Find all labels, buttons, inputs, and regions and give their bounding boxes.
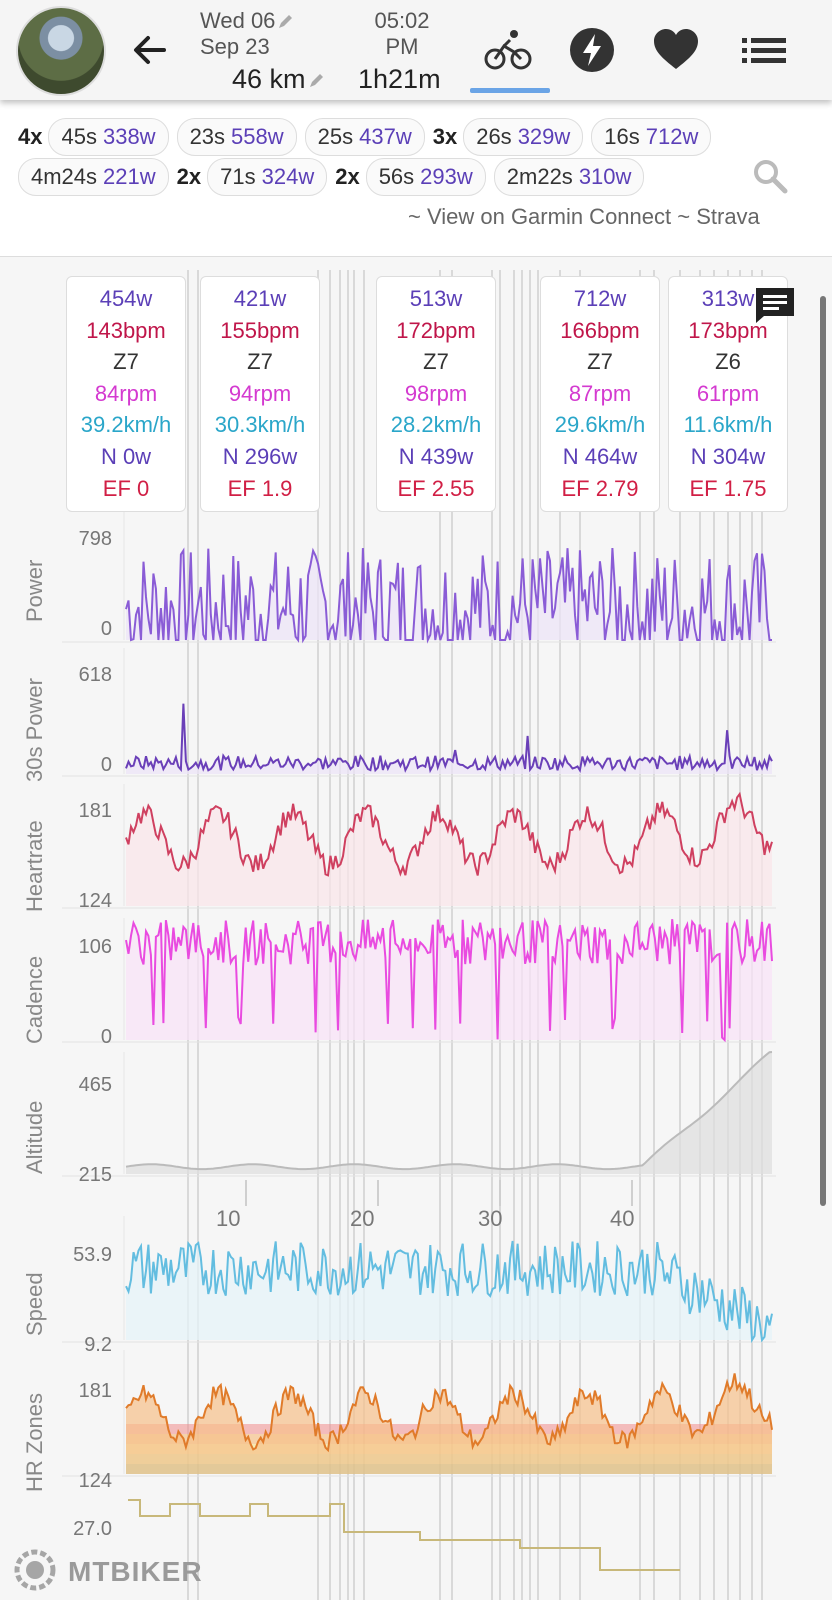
interval-chips-panel: 4x 45s 338w 23s 558w 25s 437w 3x 26s 329w 16… xyxy=(0,100,832,257)
interval-chip[interactable]: 26s 329w xyxy=(463,118,584,156)
mtbiker-logo xyxy=(14,1549,56,1591)
interval-chip[interactable]: 4m24s 221w xyxy=(18,158,169,196)
x-tick-label: 10 xyxy=(216,1206,241,1231)
activity-distance[interactable]: 46 km xyxy=(232,64,324,95)
activity-date[interactable]: Wed 06 Sep 23 xyxy=(200,8,293,60)
power-axis-label: Power xyxy=(22,559,47,622)
x-tick-label: 20 xyxy=(350,1206,375,1231)
comment-icon[interactable] xyxy=(754,286,796,324)
x-tick-label: 40 xyxy=(610,1206,635,1231)
avatar[interactable] xyxy=(16,6,106,96)
interval-chip[interactable]: 71s 324w xyxy=(207,158,328,196)
edit-pencil-icon[interactable] xyxy=(277,14,293,30)
series-area-altitude xyxy=(126,1052,772,1174)
hr-zones-ymin: 124 xyxy=(78,1470,112,1492)
series-line-power xyxy=(125,547,772,644)
strava-link[interactable]: ~ Strava xyxy=(677,204,760,229)
bicycle-icon[interactable] xyxy=(484,26,532,74)
extra-step-line xyxy=(128,1499,680,1571)
power-ymax: 798 xyxy=(78,528,112,550)
interval-multiplier: 3x xyxy=(432,124,458,149)
hr-zones-axis-label: HR Zones xyxy=(22,1392,47,1492)
lightning-icon[interactable] xyxy=(568,26,616,74)
series-line-speed xyxy=(125,1240,773,1344)
heartrate-axis-label: Heartrate xyxy=(22,820,47,912)
interval-multiplier: 2x xyxy=(335,164,360,189)
30s-power-axis-label: 30s Power xyxy=(22,678,47,782)
search-icon[interactable] xyxy=(752,158,788,194)
top-bar: Wed 06 Sep 23 05:02 PM 46 km 1h21m xyxy=(0,0,832,100)
heart-icon[interactable] xyxy=(652,26,700,74)
interval-row-2: 4m24s 221w 2x 71s 324w 2x 56s 293w 2m22s 310… xyxy=(18,158,652,196)
interval-chip[interactable]: 2m22s 310w xyxy=(493,158,645,196)
interval-stats-card[interactable]: 421w 155bpm Z7 94rpm 30.3km/h N 296w EF … xyxy=(200,276,320,512)
interval-chip[interactable]: 23s 558w xyxy=(176,118,297,156)
series-line-cadence xyxy=(125,917,773,1043)
series-line-hr-zones xyxy=(125,1373,773,1453)
x-tick-label: 30 xyxy=(478,1206,503,1231)
garmin-connect-link[interactable]: ~ View on Garmin Connect xyxy=(408,204,672,229)
interval-chip[interactable]: 25s 437w xyxy=(304,118,425,156)
interval-stats-card[interactable]: 513w 172bpm Z7 98rpm 28.2km/h N 439w EF … xyxy=(376,276,496,512)
interval-chip[interactable]: 56s 293w xyxy=(365,158,486,196)
cadence-ymax: 106 xyxy=(78,936,112,958)
speed-ymax: 53.9 xyxy=(73,1244,112,1266)
interval-multiplier: 4x xyxy=(18,124,43,149)
30s-power-ymax: 618 xyxy=(78,664,112,686)
active-tab-indicator xyxy=(470,88,550,93)
cadence-ymin: 0 xyxy=(100,1026,112,1048)
heartrate-ymin: 124 xyxy=(78,890,112,912)
altitude-ymax: 465 xyxy=(78,1074,112,1096)
series-area-cadence xyxy=(126,919,772,1040)
interval-chip[interactable]: 16s 712w xyxy=(591,118,712,156)
list-icon[interactable] xyxy=(740,26,788,74)
interval-multiplier: 2x xyxy=(176,164,202,189)
power-ymin: 0 xyxy=(100,618,112,640)
extra-chart-ymax: 27.0 xyxy=(73,1518,112,1540)
scrollbar[interactable] xyxy=(820,296,826,1206)
arrow-left-icon[interactable] xyxy=(128,28,172,72)
interval-stats-card[interactable]: 712w 166bpm Z7 87rpm 29.6km/h N 464w EF … xyxy=(540,276,660,512)
series-area-power xyxy=(126,548,772,640)
altitude-ymin: 215 xyxy=(78,1164,112,1186)
interval-row-1: 4x 45s 338w 23s 558w 25s 437w 3x 26s 329w 16… xyxy=(18,118,719,156)
30s-power-ymin: 0 xyxy=(100,754,112,776)
series-line-30s-power xyxy=(125,703,773,774)
interval-stats-card[interactable]: 454w 143bpm Z7 84rpm 39.2km/h N 0w EF 0 xyxy=(66,276,186,512)
hr-zones-ymax: 181 xyxy=(78,1380,112,1402)
activity-time: 05:02 PM xyxy=(374,8,430,59)
series-area-heartrate xyxy=(126,794,772,906)
activity-duration: 1h21m xyxy=(358,64,441,94)
series-line-altitude xyxy=(125,1051,773,1171)
heartrate-ymax: 181 xyxy=(78,800,112,822)
cadence-axis-label: Cadence xyxy=(22,955,47,1044)
interval-chip[interactable]: 45s 338w xyxy=(48,118,169,156)
altitude-axis-label: Altitude xyxy=(22,1100,47,1174)
speed-axis-label: Speed xyxy=(22,1272,47,1336)
watermark-text: MTBIKER xyxy=(68,1556,203,1587)
edit-pencil-icon[interactable] xyxy=(308,73,324,89)
external-links: ~ View on Garmin Connect ~ Strava xyxy=(408,204,760,230)
speed-ymin: 9.2 xyxy=(84,1334,112,1356)
series-line-heartrate xyxy=(125,791,773,877)
